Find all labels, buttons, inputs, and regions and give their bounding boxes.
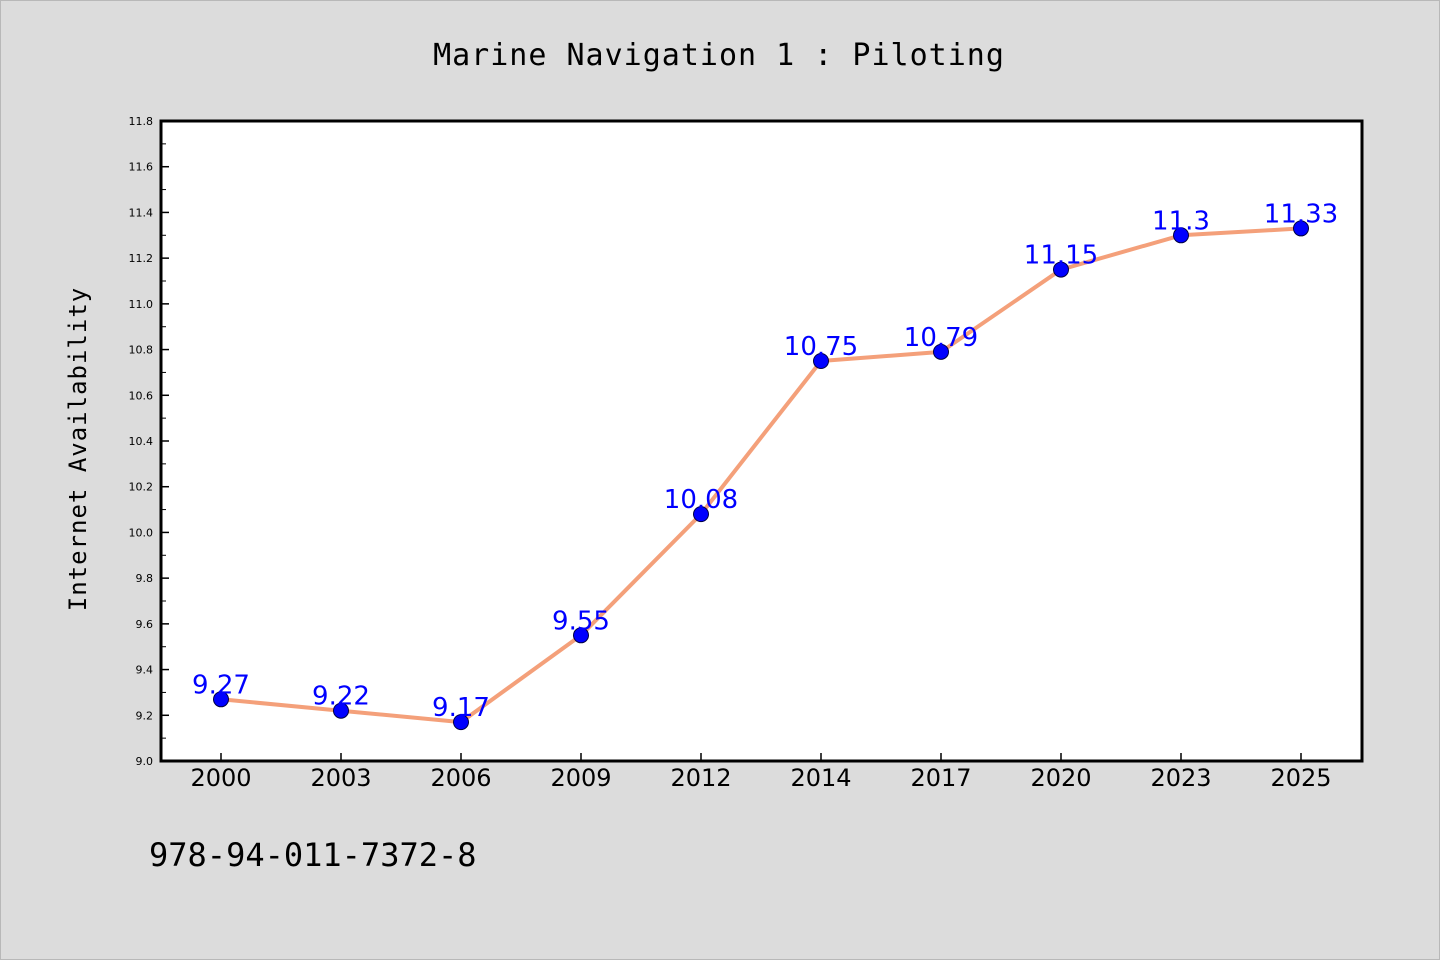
- y-tick-label: 10.8: [129, 344, 154, 357]
- y-tick-label: 10.2: [129, 481, 154, 494]
- data-point: [1053, 261, 1069, 278]
- series-group: 9.27 9.22 9.17 9.55 10.08 10.75 10.79 11.15 11.3…: [192, 199, 1338, 731]
- x-tick-label: 2000: [190, 764, 251, 792]
- data-point: [333, 702, 349, 719]
- data-label: 10.08: [664, 485, 738, 515]
- data-point: [693, 506, 709, 523]
- y-tick-label: 11.8: [129, 115, 154, 128]
- data-point: [813, 353, 829, 369]
- data-label: 11.33: [1264, 199, 1338, 229]
- y-axis-label: Internet Availability: [64, 287, 92, 611]
- y-tick-label: 11.2: [129, 252, 154, 265]
- data-label: 11.3: [1152, 206, 1210, 236]
- data-point: [933, 343, 949, 360]
- y-axis-ticks: 9.0 9.2 9.4 9.6 9.8 10.0 10.2 10.4 10.6 10.8 11.0 1…: [129, 115, 169, 768]
- data-point: [453, 714, 469, 731]
- data-label: 9.17: [432, 693, 490, 723]
- data-label: 10.79: [904, 323, 978, 353]
- data-point: [213, 691, 229, 708]
- data-label: 11.15: [1024, 241, 1098, 271]
- x-tick-label: 2006: [430, 764, 491, 792]
- x-tick-label: 2023: [1150, 764, 1211, 792]
- isbn-text: 978-94-011-7372-8: [149, 836, 477, 874]
- x-tick-label: 2012: [670, 764, 731, 792]
- y-tick-label: 10.0: [129, 526, 154, 539]
- data-label: 9.22: [312, 682, 370, 712]
- x-tick-label: 2017: [910, 764, 971, 792]
- y-tick-label: 9.4: [136, 664, 154, 677]
- x-tick-label: 2020: [1030, 764, 1091, 792]
- chart-title: Marine Navigation 1 : Piloting: [433, 38, 1005, 73]
- x-tick-label: 2009: [550, 764, 611, 792]
- plot-area: [161, 121, 1362, 761]
- data-label: 10.75: [784, 332, 858, 362]
- x-axis-ticks: 2000 2003 2006 2009 2012 2014 2017 2020 2023 2025: [190, 753, 1332, 792]
- data-label: 9.27: [192, 670, 250, 700]
- y-tick-label: 9.2: [136, 709, 154, 722]
- x-tick-label: 2003: [310, 764, 371, 792]
- y-tick-label: 9.0: [136, 755, 154, 768]
- y-tick-label: 11.0: [129, 298, 154, 311]
- y-tick-label: 10.6: [129, 389, 154, 402]
- x-tick-label: 2025: [1270, 764, 1331, 792]
- series-line: [220, 226, 1302, 725]
- data-point: [1293, 220, 1309, 237]
- data-point: [1173, 227, 1189, 244]
- y-tick-label: 9.8: [136, 572, 154, 585]
- x-tick-label: 2014: [790, 764, 851, 792]
- plot-frame: [159, 119, 1364, 763]
- y-tick-label: 10.4: [129, 435, 154, 448]
- data-point: [573, 627, 589, 644]
- data-label: 9.55: [552, 606, 610, 636]
- y-tick-label: 9.6: [136, 618, 154, 631]
- y-tick-label: 11.4: [129, 206, 154, 219]
- y-tick-label: 11.6: [129, 161, 154, 174]
